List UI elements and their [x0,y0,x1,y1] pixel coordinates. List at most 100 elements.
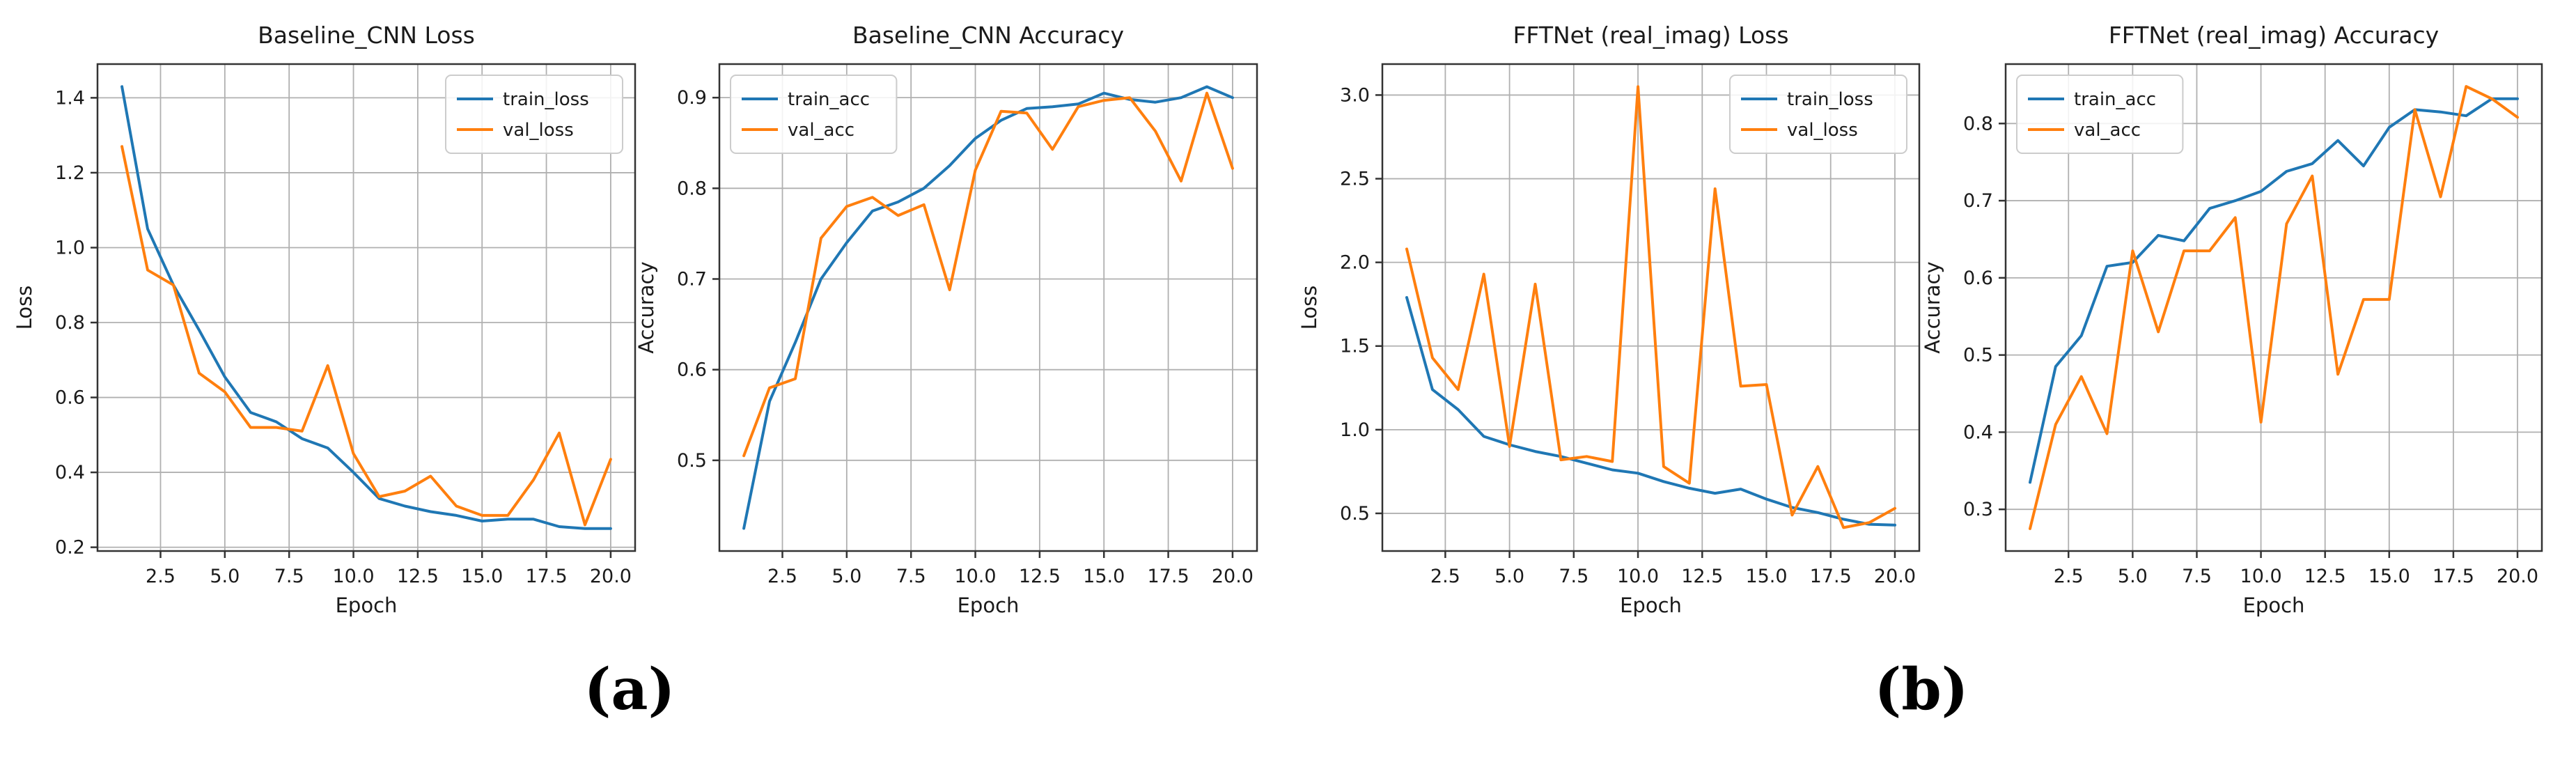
x-tick-label: 20.0 [590,566,632,587]
x-tick-label: 7.5 [1559,566,1588,587]
series-line-val_loss [1405,85,1896,529]
x-tick-label: 12.5 [1681,566,1723,587]
series-line-val_loss [120,145,612,527]
x-tick-label: 20.0 [1874,566,1916,587]
y-tick-label: 2.0 [1340,252,1370,274]
legend-label-val_acc: val_acc [788,120,854,141]
legend-label-val_loss: val_loss [1787,120,1858,141]
y-tick-label: 0.6 [1963,267,1993,289]
chart-baseline-cnn-accuracy: 2.5 5.0 7.5 10.0 12.5 15.0 17.5 20.0 0.5 0.6 0.7 0.… [634,22,1258,617]
series-line-train_acc [742,85,1234,530]
y-tick-label: 1.2 [55,162,85,184]
x-axis-label: Epoch [2243,594,2305,617]
x-tick-label: 12.5 [1019,566,1061,587]
y-tick-label: 0.5 [1340,503,1370,525]
y-tick-label: 0.5 [1963,345,1993,366]
y-tick-label: 0.8 [55,312,85,334]
legend-label-val_loss: val_loss [503,120,574,141]
x-tick-label: 5.0 [210,566,240,587]
y-axis-label: Accuracy [1921,261,1944,353]
x-tick-label: 20.0 [1212,566,1254,587]
series-line-val_acc [2029,85,2519,530]
y-tick-label: 0.4 [1963,421,1993,443]
x-tick-label: 2.5 [146,566,175,587]
legend-label-train_loss: train_loss [1787,89,1873,110]
axes-spines [2004,63,2543,552]
tick-marks [91,97,612,558]
x-tick-label: 2.5 [767,566,797,587]
y-axis-label: Loss [1297,286,1321,330]
chart-title: Baseline_CNN Accuracy [852,22,1124,49]
x-axis-label: Epoch [1620,594,1682,617]
y-tick-label: 0.6 [677,359,707,381]
x-tick-label: 10.0 [954,566,996,587]
x-tick-label: 10.0 [1617,566,1659,587]
y-tick-label: 0.7 [1963,190,1993,212]
x-tick-label: 15.0 [461,566,503,587]
x-tick-label: 7.5 [274,566,304,587]
y-tick-label: 0.3 [1963,499,1993,520]
x-tick-label: 17.5 [1810,566,1852,587]
x-tick-label: 10.0 [2240,566,2282,587]
chart-title: FFTNet (real_imag) Loss [1513,22,1788,49]
chart-title: Baseline_CNN Loss [258,22,475,49]
legend: train_loss val_loss [1729,75,1907,154]
axes-spines [718,63,1258,552]
caption-a: (a) [584,656,676,723]
x-tick-label: 17.5 [526,566,568,587]
axes-spines [1381,63,1921,552]
legend-label-train_acc: train_acc [2074,89,2156,110]
y-tick-label: 0.6 [55,387,85,409]
y-tick-label: 0.4 [55,462,85,483]
axes-spines [96,63,637,552]
x-tick-label: 10.0 [332,566,374,587]
legend-box [1729,75,1907,154]
x-tick-label: 15.0 [2368,566,2410,587]
x-tick-label: 17.5 [1148,566,1189,587]
x-tick-label: 15.0 [1745,566,1787,587]
tick-marks [1375,94,1896,558]
y-tick-label: 0.8 [677,178,707,199]
y-axis-label: Loss [13,286,36,330]
x-tick-label: 20.0 [2497,566,2538,587]
x-tick-label: 5.0 [832,566,861,587]
chart-title: FFTNet (real_imag) Accuracy [2109,22,2439,49]
y-tick-label: 0.2 [55,537,85,559]
x-tick-label: 12.5 [2304,566,2346,587]
x-axis-label: Epoch [958,594,1020,617]
y-tick-label: 1.0 [1340,419,1370,441]
chart-fftnet-real-imag-loss: 2.5 5.0 7.5 10.0 12.5 15.0 17.5 20.0 0.5 1.0 1.5 2.… [1297,22,1921,617]
legend-box [730,75,898,154]
y-tick-label: 0.8 [1963,113,1993,134]
chart-fftnet-real-imag-accuracy: 2.5 5.0 7.5 10.0 12.5 15.0 17.5 20.0 0.3 0.4 0.5 0.… [1921,22,2543,617]
chart-baseline-cnn-loss: 2.5 5.0 7.5 10.0 12.5 15.0 17.5 20.0 0.2 0.4 0.6 0.… [13,22,637,617]
x-tick-label: 7.5 [896,566,926,587]
x-tick-label: 17.5 [2433,566,2474,587]
y-tick-label: 0.5 [677,450,707,472]
legend: train_acc val_acc [2016,75,2184,154]
x-tick-label: 7.5 [2182,566,2212,587]
y-axis-label: Accuracy [634,261,658,353]
legend-label-train_loss: train_loss [503,89,589,110]
series-line-train_loss [1405,296,1896,527]
tick-marks [712,96,1234,558]
series-line-val_acc [742,91,1234,458]
legend-label-val_acc: val_acc [2074,120,2141,141]
series-line-train_acc [2029,97,2519,484]
legend-box [2016,75,2184,154]
y-tick-label: 0.7 [677,268,707,290]
y-tick-label: 1.5 [1340,336,1370,357]
legend: train_loss val_loss [445,75,623,154]
legend-label-train_acc: train_acc [788,89,870,110]
legend: train_acc val_acc [730,75,898,154]
x-tick-label: 12.5 [397,566,439,587]
y-tick-label: 2.5 [1340,169,1370,190]
series-line-train_loss [120,85,612,530]
y-tick-label: 1.4 [55,87,85,109]
x-axis-label: Epoch [336,594,398,617]
gridlines [1382,64,1919,551]
x-tick-label: 15.0 [1083,566,1125,587]
x-tick-label: 5.0 [2118,566,2148,587]
